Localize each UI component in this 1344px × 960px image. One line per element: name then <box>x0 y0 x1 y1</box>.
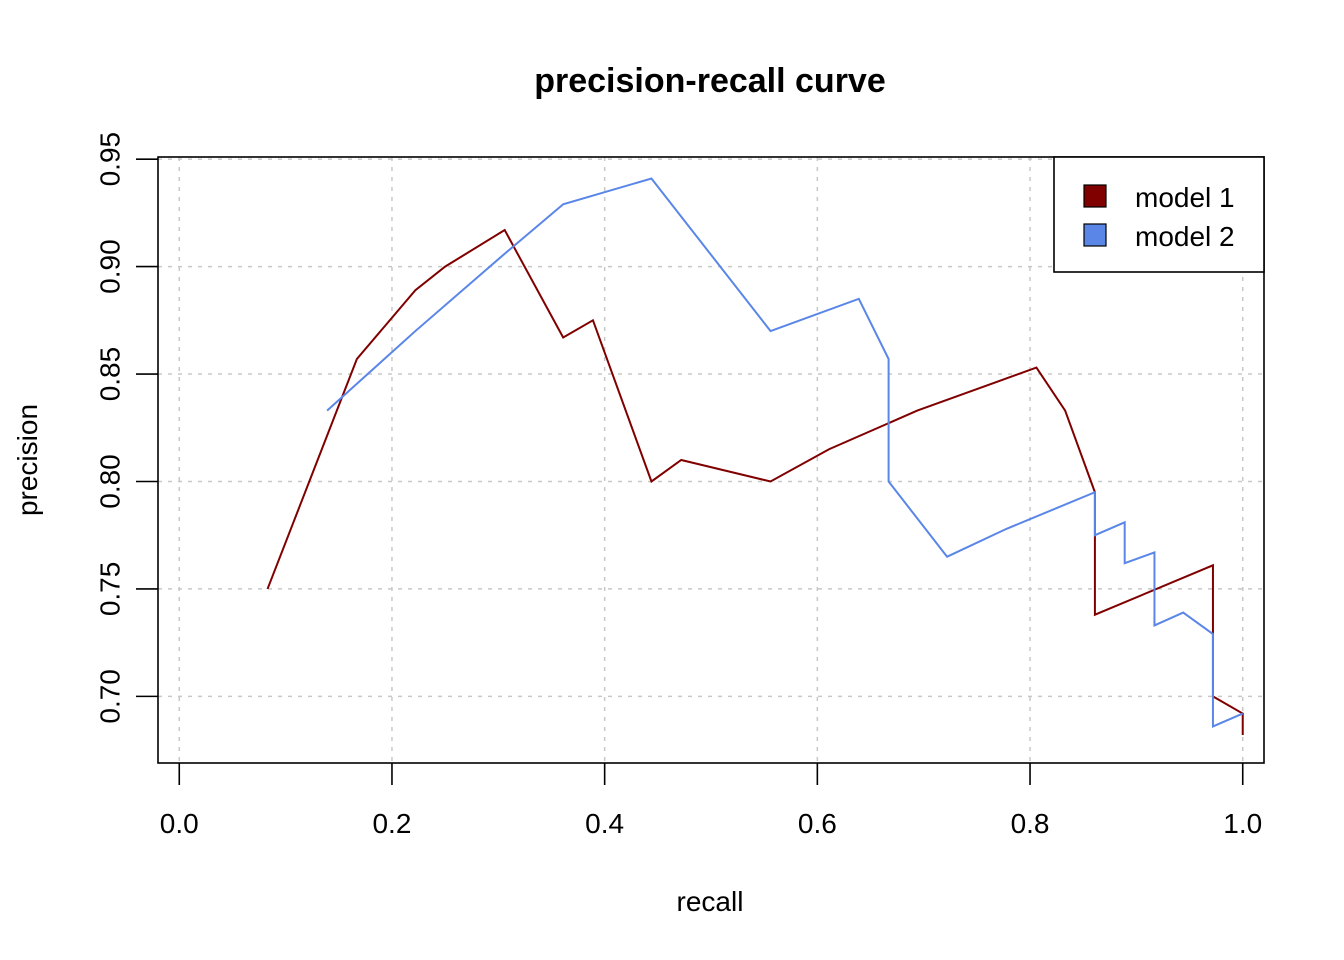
x-tick-label-1: 0.2 <box>372 808 411 839</box>
x-tick-label-2: 0.4 <box>585 808 624 839</box>
y-tick-label-5: 0.95 <box>94 132 125 187</box>
x-tick-label-5: 1.0 <box>1223 808 1262 839</box>
legend-label-model-2: model 2 <box>1135 221 1235 252</box>
y-tick-label-1: 0.75 <box>94 562 125 617</box>
series-layer <box>266 177 1244 736</box>
chart-title: precision-recall curve <box>534 62 886 100</box>
plot-frame <box>157 156 1265 764</box>
x-tick-label-3: 0.6 <box>798 808 837 839</box>
series-line-model-1 <box>266 228 1244 736</box>
y-tick-label-0: 0.70 <box>94 669 125 724</box>
axis-layer: 0.0 0.2 0.4 0.6 0.8 1.0 0.70 0.75 0.80 0.85 0.90 0.… <box>94 132 1265 839</box>
y-tick-label-3: 0.85 <box>94 347 125 402</box>
legend-box <box>1053 156 1265 273</box>
y-tick-label-4: 0.90 <box>94 239 125 294</box>
x-axis-label: recall <box>677 886 744 917</box>
legend-label-model-1: model 1 <box>1135 182 1235 213</box>
y-axis-label: precision <box>12 404 43 516</box>
legend-layer: model 1 model 2 <box>1053 156 1265 273</box>
x-tick-label-4: 0.8 <box>1011 808 1050 839</box>
legend-swatch-model-2 <box>1083 223 1107 247</box>
x-tick-label-0: 0.0 <box>160 808 199 839</box>
y-tick-label-2: 0.80 <box>94 454 125 509</box>
legend-swatch-model-1 <box>1083 184 1107 208</box>
grid-layer <box>158 157 1264 763</box>
series-line-model-2 <box>326 177 1244 728</box>
